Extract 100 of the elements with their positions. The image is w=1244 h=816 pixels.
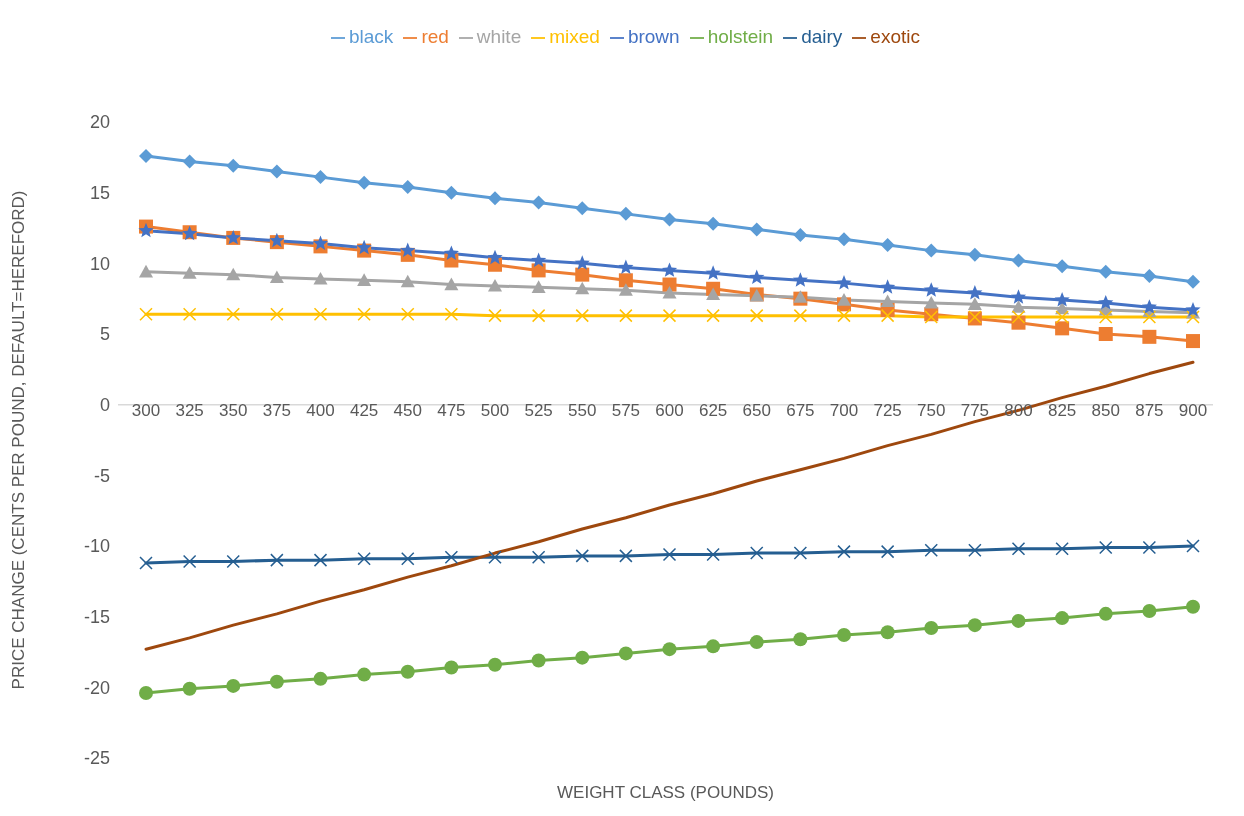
point	[618, 646, 633, 661]
point	[837, 308, 851, 323]
point	[1011, 253, 1026, 268]
point	[313, 671, 328, 686]
point	[619, 308, 633, 323]
point	[967, 618, 982, 633]
point	[531, 308, 546, 323]
point	[924, 543, 938, 557]
point	[618, 206, 633, 221]
x-tick-label: 525	[524, 401, 553, 421]
point	[1055, 321, 1070, 336]
point	[269, 270, 284, 284]
point	[1055, 542, 1069, 556]
point	[357, 667, 372, 682]
point	[924, 620, 939, 635]
point	[312, 235, 329, 251]
point	[750, 308, 764, 323]
point	[1010, 289, 1027, 304]
point	[967, 297, 982, 310]
point	[357, 307, 371, 321]
point	[182, 266, 197, 279]
point	[1098, 294, 1114, 310]
point	[1142, 329, 1157, 344]
point	[923, 282, 939, 297]
point	[880, 544, 895, 559]
x-tick-label: 825	[1047, 401, 1077, 421]
point	[226, 554, 240, 569]
point	[705, 265, 721, 280]
x-tick-label: 850	[1091, 401, 1120, 421]
point	[444, 660, 459, 675]
point	[1011, 300, 1026, 313]
x-tick-label: 750	[917, 401, 946, 421]
point	[880, 625, 895, 640]
x-tick-label: 425	[349, 401, 379, 421]
legend-label: red	[421, 26, 449, 47]
point	[356, 239, 372, 255]
point	[357, 273, 372, 286]
legend-label: black	[349, 26, 394, 47]
y-tick-label: 20	[89, 112, 110, 133]
point	[924, 295, 939, 309]
point	[182, 307, 197, 321]
point	[575, 549, 589, 563]
point	[575, 308, 589, 323]
point	[139, 264, 153, 278]
x-tick-label: 900	[1178, 401, 1208, 421]
point	[924, 243, 939, 258]
point	[400, 664, 415, 679]
point	[880, 294, 895, 308]
y-tick-label: 10	[89, 253, 110, 274]
point	[531, 550, 546, 565]
y-tick-label: -5	[93, 465, 110, 486]
point	[1142, 540, 1157, 555]
point	[837, 628, 851, 643]
y-tick-label: -25	[83, 748, 110, 769]
point	[1011, 310, 1026, 324]
point	[749, 222, 764, 237]
point	[313, 271, 328, 285]
point	[1011, 613, 1026, 628]
point	[531, 263, 546, 278]
point	[138, 222, 154, 238]
point	[836, 275, 852, 290]
point	[139, 556, 153, 570]
point	[1055, 310, 1069, 324]
point	[837, 293, 851, 306]
point	[706, 216, 721, 231]
point	[793, 632, 808, 647]
point	[1142, 604, 1157, 619]
point	[226, 158, 241, 173]
point	[488, 278, 502, 292]
point	[618, 283, 633, 296]
point	[488, 657, 502, 672]
point	[182, 681, 197, 696]
point	[837, 544, 851, 559]
point	[400, 274, 415, 288]
point	[619, 549, 633, 563]
point	[313, 553, 328, 567]
x-tick-label: 775	[960, 401, 990, 421]
point	[313, 307, 328, 321]
point	[662, 642, 677, 657]
y-tick-label: -15	[83, 607, 110, 628]
point	[269, 164, 284, 179]
point	[357, 551, 371, 566]
point	[1142, 269, 1157, 284]
point	[1142, 310, 1157, 324]
point	[1099, 310, 1113, 324]
point	[880, 279, 896, 294]
y-tick-label: 0	[99, 395, 110, 416]
x-tick-label: 675	[786, 401, 815, 421]
point	[706, 287, 721, 301]
point	[574, 255, 590, 270]
point	[1186, 310, 1200, 324]
point	[531, 653, 546, 668]
point	[618, 259, 634, 275]
x-tick-label: 450	[393, 401, 422, 421]
point	[1186, 599, 1200, 614]
point	[139, 148, 153, 163]
x-tick-label: 600	[655, 401, 684, 421]
x-tick-label: 475	[437, 401, 466, 421]
point	[968, 543, 982, 557]
point	[793, 546, 808, 560]
